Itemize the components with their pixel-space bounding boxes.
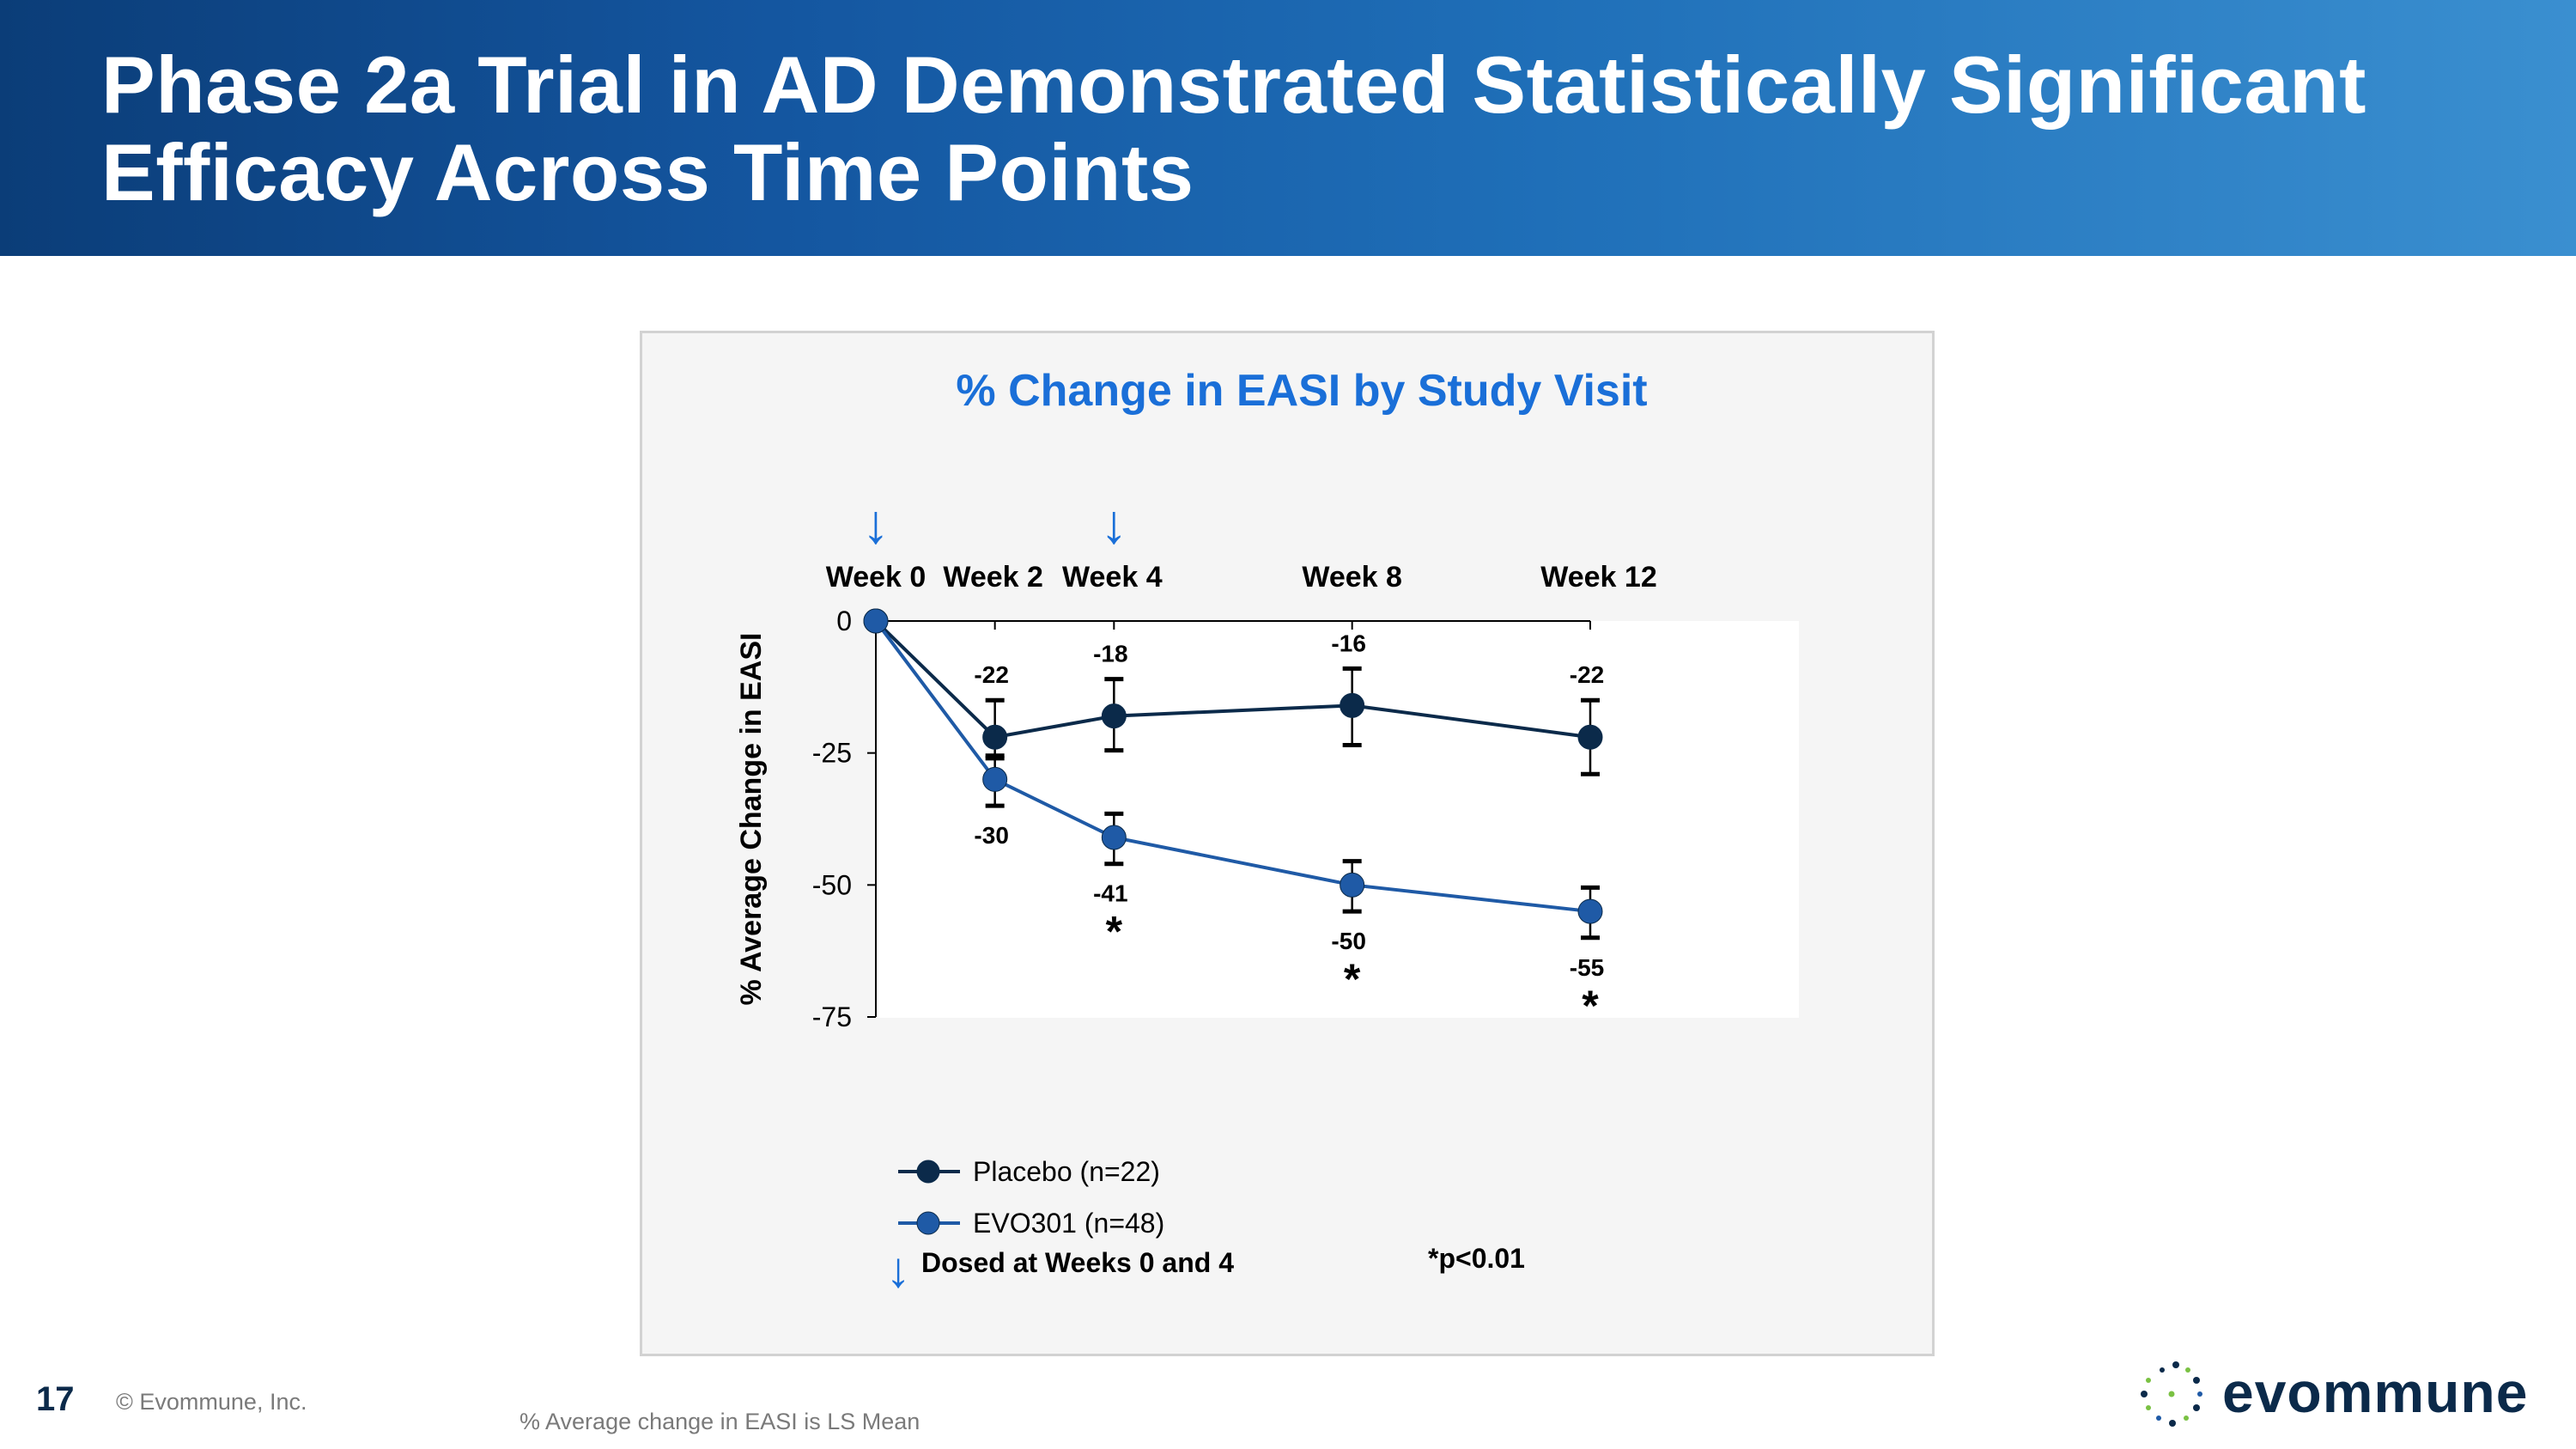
x-tick-label: Week 2 [943,561,1043,594]
data-point [1340,872,1365,898]
x-tick-label: Week 0 [826,561,927,594]
data-label: -18 [1093,641,1127,667]
footnote-text: % Average change in EASI is LS Mean [519,1409,920,1434]
legend-marker [916,1211,940,1235]
page-title: Phase 2a Trial in AD Demonstrated Statis… [101,41,2366,216]
company-logo: evommune [2133,1360,2537,1428]
significance-marker: * [1344,955,1361,1003]
data-point [982,724,1008,750]
data-point [1101,703,1127,729]
data-point [1577,724,1603,750]
y-axis-label: % Average Change in EASI [735,633,768,1006]
title-line-1: Phase 2a Trial in AD Demonstrated Statis… [101,40,2366,130]
page-number: 17 [36,1380,75,1418]
x-tick-label: Week 12 [1540,561,1656,594]
logo-wordmark: evommune [2222,1361,2529,1424]
dosing-arrow-icon: ↓ [1100,493,1127,555]
data-point [863,608,889,634]
chart-title: % Change in EASI by Study Visit [956,366,1647,416]
significance-marker: * [1106,908,1123,956]
data-label: -30 [974,822,1008,849]
chart-panel: % Change in EASI by Study Visit Week 0 Wee… [640,331,1935,1356]
data-label: -16 [1331,630,1365,656]
legend-marker [916,1160,940,1184]
data-label: -50 [1331,928,1365,954]
significance-note: *p<0.01 [1428,1243,1525,1274]
x-tick-label: Week 8 [1302,561,1402,594]
data-label: -22 [1570,661,1604,688]
dosing-legend-label: Dosed at Weeks 0 and 4 [921,1247,1234,1278]
easi-line-chart: % Change in EASI by Study Visit Week 0 Wee… [735,366,1799,1298]
dosing-arrow-icon: ↓ [862,493,890,555]
data-point [982,766,1008,792]
significance-marker: * [1582,982,1599,1030]
legend-label: EVO301 (n=48) [973,1208,1164,1239]
y-tick-label: -50 [812,869,852,900]
plot-area [876,621,1799,1018]
y-tick-label: 0 [836,606,852,636]
legend-label: Placebo (n=22) [973,1156,1160,1187]
x-tick-label: Week 4 [1062,561,1163,594]
title-line-2: Efficacy Across Time Points [101,127,1194,217]
data-point [1340,692,1365,718]
logo-ring-icon [2141,1361,2202,1427]
dosing-legend-arrow-icon: ↓ [886,1242,911,1298]
data-label: -41 [1093,880,1127,907]
data-point [1577,898,1603,924]
data-label: -55 [1570,954,1604,981]
y-tick-label: -75 [812,1002,852,1032]
copyright-text: © Evommune, Inc. [116,1389,307,1415]
data-label: -22 [974,661,1008,688]
data-point [1101,825,1127,850]
y-tick-label: -25 [812,738,852,769]
header-banner: Phase 2a Trial in AD Demonstrated Statis… [0,0,2576,256]
